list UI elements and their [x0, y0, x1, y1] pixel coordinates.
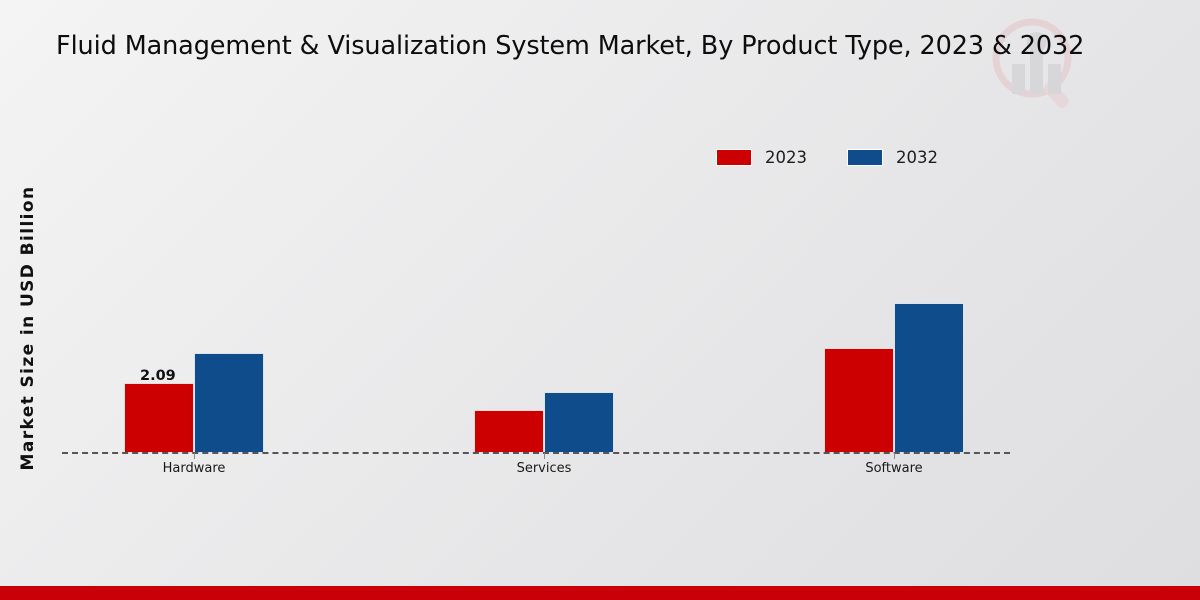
footer-accent-bar — [0, 586, 1200, 600]
bar-hardware-2023[interactable] — [124, 383, 194, 453]
legend-label-2023: 2023 — [765, 148, 807, 167]
bar-services-2032[interactable] — [544, 392, 614, 453]
bar-hardware-2032[interactable] — [194, 353, 264, 453]
bar-value-label-hardware-2023: 2.09 — [140, 368, 176, 384]
x-axis-label-software: Software — [865, 461, 923, 476]
chart-title: Fluid Management & Visualization System … — [56, 31, 1085, 61]
legend-label-2032: 2032 — [896, 148, 938, 167]
chart-legend: 2023 2032 — [716, 148, 938, 167]
legend-item-2032[interactable]: 2032 — [847, 148, 938, 167]
legend-item-2023[interactable]: 2023 — [716, 148, 807, 167]
legend-swatch-2032 — [847, 149, 883, 166]
x-axis-baseline — [62, 452, 1010, 454]
bar-software-2023[interactable] — [824, 348, 894, 453]
x-axis-tick-hardware — [194, 453, 195, 459]
legend-swatch-2023 — [716, 149, 752, 166]
x-axis-tick-software — [894, 453, 895, 459]
bar-software-2032[interactable] — [894, 303, 964, 453]
x-axis-tick-services — [544, 453, 545, 459]
bar-services-2023[interactable] — [474, 410, 544, 453]
x-axis-label-hardware: Hardware — [162, 461, 226, 476]
x-axis-label-services: Services — [516, 461, 572, 476]
